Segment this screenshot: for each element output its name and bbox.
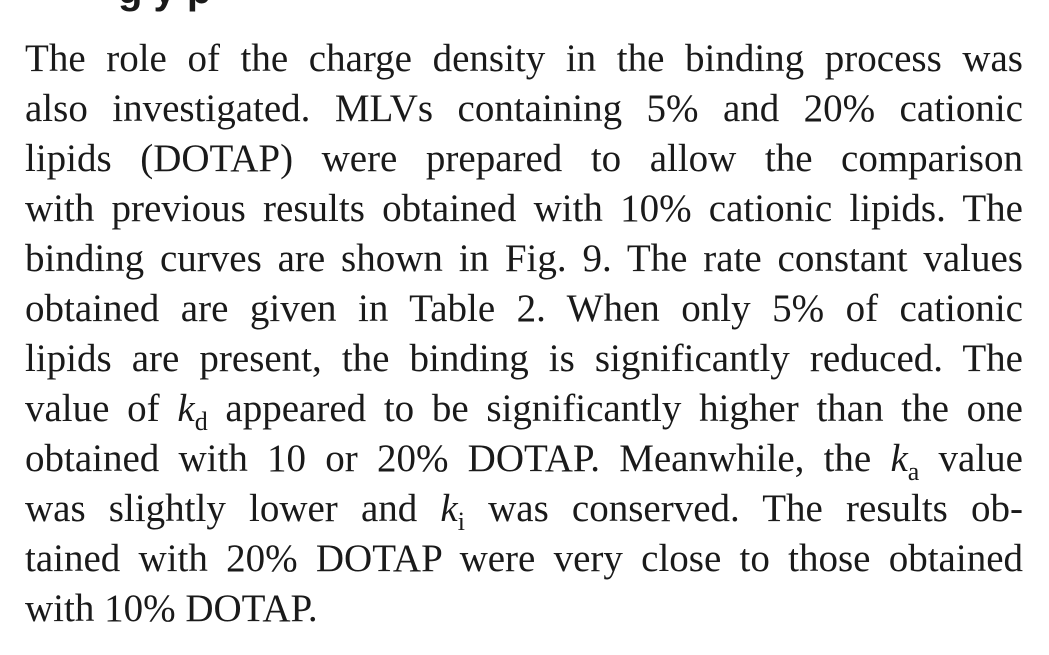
section-heading-cropped: g y p	[118, 0, 211, 10]
text-line: The role of the charge density in the bi…	[25, 37, 1023, 80]
body-paragraph: The role of the charge density in the bi…	[25, 34, 1023, 634]
text-line: binding curves are shown in Fig. 9. The …	[25, 237, 1023, 280]
subscript-d: d	[194, 407, 208, 436]
variable-k: k	[440, 487, 458, 530]
text-line: with 10% DOTAP.	[25, 587, 318, 630]
text-line: also investigated. MLVs containing 5% an…	[25, 87, 1023, 130]
text-line: lipids are present, the binding is signi…	[25, 337, 1023, 380]
text-line: with previous results obtained with 10% …	[25, 187, 1023, 230]
variable-k: k	[177, 387, 195, 430]
variable-k: k	[890, 437, 908, 480]
text-line: was slightly lower and ki was conserved.…	[25, 487, 1023, 536]
subscript-i: i	[457, 507, 465, 536]
text-line: value of kd appeared to be significantly…	[25, 387, 1023, 436]
text-line: lipids (DOTAP) were prepared to allow th…	[25, 137, 1023, 180]
text-line: tained with 20% DOTAP were very close to…	[25, 537, 1023, 580]
text-line: obtained with 10 or 20% DOTAP. Meanwhile…	[25, 437, 1023, 486]
subscript-a: a	[907, 457, 920, 486]
text-line: obtained are given in Table 2. When only…	[25, 287, 1023, 330]
